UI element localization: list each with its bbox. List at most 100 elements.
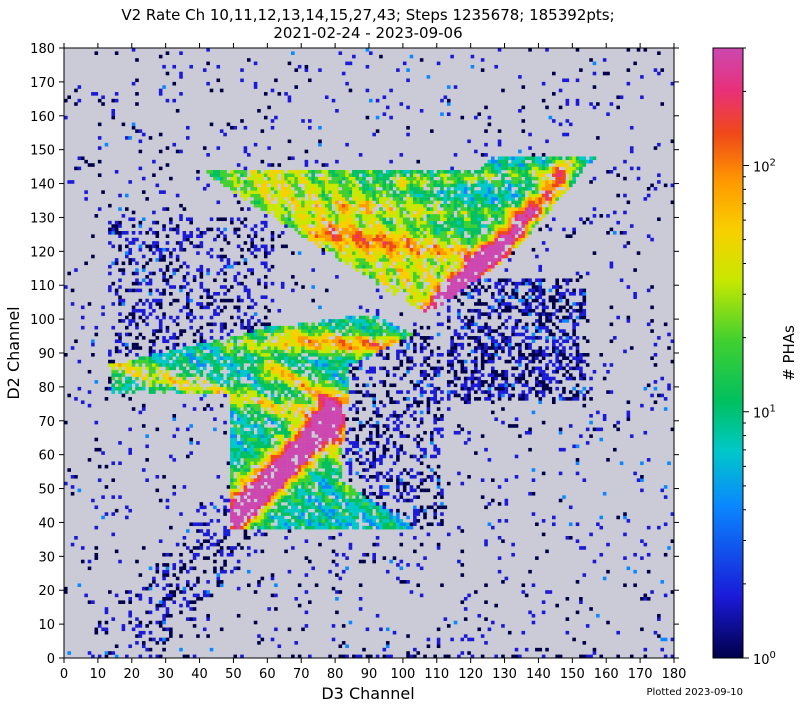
heatmap-cell — [338, 481, 343, 486]
heatmap-cell — [365, 197, 370, 201]
heatmap-cell — [399, 376, 404, 381]
heatmap-cell — [358, 231, 363, 235]
heatmap-cell — [257, 488, 261, 493]
heatmap-cell — [277, 654, 282, 658]
heatmap-cell — [294, 176, 299, 181]
heatmap-cell — [365, 214, 370, 218]
heatmap-cell — [145, 261, 149, 266]
heatmap-cell — [392, 271, 397, 276]
heatmap-cell — [233, 275, 238, 279]
heatmap-cell — [301, 193, 305, 198]
heatmap-cell — [297, 64, 302, 69]
heatmap-cell — [328, 170, 332, 174]
heatmap-cell — [291, 380, 295, 384]
heatmap-cell — [138, 624, 143, 628]
heatmap-cell — [341, 247, 346, 252]
heatmap-cell — [104, 651, 109, 655]
heatmap-cell — [277, 383, 282, 388]
heatmap-cell — [396, 325, 400, 330]
heatmap-cell — [165, 552, 170, 557]
heatmap-cell — [335, 424, 339, 428]
heatmap-cell — [233, 339, 238, 344]
heatmap-cell — [247, 454, 251, 459]
heatmap-cell — [314, 329, 319, 333]
heatmap-cell — [274, 176, 278, 181]
heatmap-cell — [74, 102, 78, 106]
heatmap-cell — [260, 376, 265, 381]
heatmap-cell — [243, 349, 248, 354]
heatmap-cell — [240, 414, 244, 418]
heatmap-cell — [216, 359, 221, 364]
heatmap-cell — [84, 593, 88, 598]
heatmap-cell — [365, 180, 370, 184]
heatmap-cell — [358, 349, 363, 354]
heatmap-cell — [382, 322, 387, 327]
heatmap-cell — [355, 502, 360, 506]
heatmap-cell — [287, 410, 292, 415]
heatmap-cell — [331, 458, 336, 462]
heatmap-cell — [230, 447, 234, 452]
heatmap-cell — [216, 475, 221, 479]
heatmap-cell — [162, 569, 166, 574]
heatmap-cell — [328, 207, 332, 211]
heatmap-cell — [223, 170, 227, 174]
heatmap-cell — [263, 383, 268, 388]
heatmap-cell — [318, 410, 322, 415]
heatmap-cell — [355, 214, 360, 218]
heatmap-cell — [97, 122, 102, 127]
heatmap-cell — [94, 92, 99, 96]
heatmap-cell — [324, 420, 329, 425]
heatmap-cell — [175, 298, 180, 303]
heatmap-cell — [291, 193, 295, 198]
heatmap-cell — [263, 214, 268, 218]
heatmap-cell — [341, 190, 346, 194]
heatmap-cell — [263, 488, 268, 493]
heatmap-cell — [101, 515, 105, 520]
heatmap-cell — [223, 234, 227, 238]
heatmap-cell — [260, 390, 265, 394]
heatmap-cell — [382, 485, 387, 489]
heatmap-cell — [291, 220, 295, 225]
heatmap-cell — [301, 210, 305, 215]
heatmap-cell — [379, 254, 383, 259]
heatmap-cell — [335, 173, 339, 177]
heatmap-cell — [335, 349, 339, 354]
heatmap-cell — [372, 403, 376, 408]
heatmap-cell — [341, 322, 346, 327]
heatmap-cell — [152, 298, 156, 303]
heatmap-cell — [338, 244, 343, 249]
heatmap-cell — [152, 349, 156, 354]
heatmap-cell — [199, 315, 204, 320]
heatmap-cell — [318, 454, 322, 459]
heatmap-cell — [247, 193, 251, 198]
heatmap-cell — [202, 593, 207, 598]
heatmap-cell — [369, 522, 373, 527]
heatmap-cell — [331, 441, 336, 445]
heatmap-cell — [230, 366, 234, 371]
heatmap-cell — [206, 227, 210, 232]
heatmap-cell — [331, 559, 336, 564]
heatmap-cell — [311, 410, 315, 415]
heatmap-cell — [199, 546, 204, 550]
heatmap-cell — [406, 275, 410, 279]
heatmap-cell — [131, 125, 136, 130]
heatmap-cell — [253, 620, 258, 625]
heatmap-cell — [338, 437, 343, 442]
heatmap-cell — [352, 515, 356, 520]
heatmap-cell — [243, 386, 248, 391]
heatmap-cell — [260, 227, 265, 232]
heatmap-cell — [162, 617, 166, 621]
heatmap-cell — [389, 258, 393, 262]
heatmap-cell — [304, 461, 309, 466]
heatmap-cell — [308, 525, 312, 530]
heatmap-cell — [321, 390, 326, 394]
heatmap-cell — [230, 414, 234, 418]
heatmap-cell — [260, 176, 265, 181]
heatmap-cell — [243, 434, 248, 438]
heatmap-cell — [369, 51, 373, 55]
heatmap-cell — [314, 203, 319, 208]
heatmap-cell — [182, 346, 187, 350]
heatmap-cell — [196, 580, 200, 584]
heatmap-cell — [128, 366, 132, 371]
heatmap-cell — [287, 356, 292, 360]
